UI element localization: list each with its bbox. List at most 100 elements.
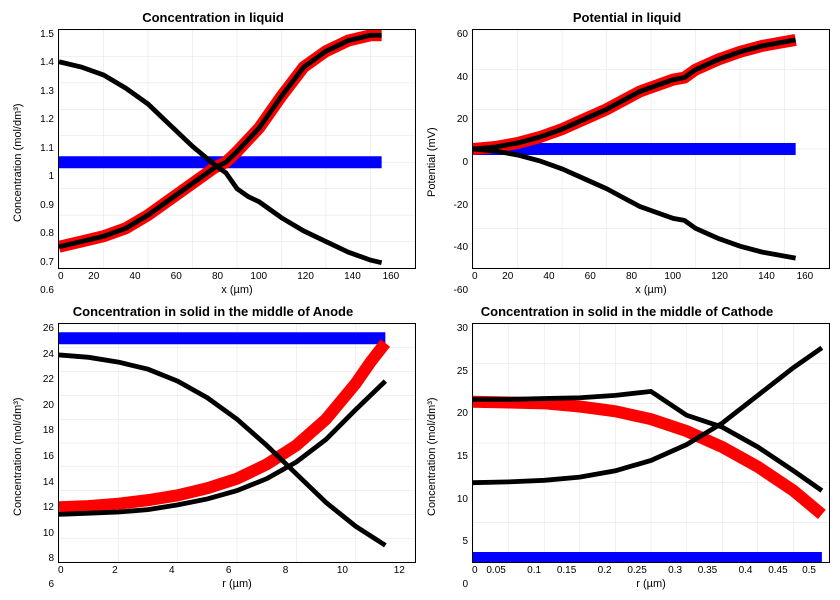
- y-ticks: 30 25 20 15 10 5 0: [440, 323, 472, 590]
- xtick-label: 140: [344, 271, 361, 282]
- ytick-label: 25: [440, 366, 468, 377]
- xtick-label: 20: [502, 271, 513, 282]
- xtick-label: 100: [664, 271, 681, 282]
- xtick-label: 0.15: [557, 565, 576, 576]
- xtick-label: 10: [337, 565, 348, 576]
- xtick-label: 6: [226, 565, 232, 576]
- xtick-label: 0.05: [486, 565, 505, 576]
- plot-svg: [59, 324, 415, 562]
- plot-svg: [473, 324, 829, 562]
- chart-title: Potential in liquid: [424, 10, 830, 25]
- xtick-label: 0: [472, 271, 478, 282]
- x-ticks: 0 0.05 0.1 0.15 0.2 0.25 0.3 0.35 0.4 0.45 0.5: [472, 565, 830, 576]
- xtick-label: 60: [171, 271, 182, 282]
- y-axis-label: Concentration (mol/dm³): [10, 323, 26, 590]
- xtick-label: 120: [711, 271, 728, 282]
- chart-title: Concentration in liquid: [10, 10, 416, 25]
- ytick-label: -60: [440, 285, 468, 296]
- ytick-label: 1.5: [26, 29, 54, 40]
- ytick-label: 10: [26, 528, 54, 539]
- ytick-label: 12: [26, 502, 54, 513]
- xtick-label: 12: [394, 565, 405, 576]
- xtick-label: 160: [797, 271, 814, 282]
- ytick-label: 22: [26, 374, 54, 385]
- x-axis-label: x (µm): [472, 284, 830, 296]
- xtick-label: 0.45: [768, 565, 787, 576]
- xtick-label: 80: [212, 271, 223, 282]
- ytick-label: 0.8: [26, 228, 54, 239]
- plot-area: [472, 323, 830, 563]
- ytick-label: 40: [440, 72, 468, 83]
- xtick-label: 0.4: [739, 565, 753, 576]
- xtick-label: 4: [169, 565, 175, 576]
- xtick-label: 0: [58, 271, 64, 282]
- ytick-label: 24: [26, 349, 54, 360]
- ytick-label: 0: [440, 579, 468, 590]
- ytick-label: 18: [26, 425, 54, 436]
- plot-area: [58, 29, 416, 269]
- ytick-label: 0.6: [26, 285, 54, 296]
- ytick-label: 1.2: [26, 114, 54, 125]
- chart-title: Concentration in solid in the middle of …: [10, 304, 416, 319]
- ytick-label: 1.4: [26, 57, 54, 68]
- xtick-label: 20: [88, 271, 99, 282]
- ytick-label: 0.7: [26, 257, 54, 268]
- xtick-label: 160: [383, 271, 400, 282]
- xtick-label: 0.1: [527, 565, 541, 576]
- ytick-label: 30: [440, 323, 468, 334]
- ytick-label: 10: [440, 494, 468, 505]
- ytick-label: 0.9: [26, 200, 54, 211]
- conc-anode: Concentration in solid in the middle of …: [10, 304, 416, 590]
- chart-title: Concentration in solid in the middle of …: [424, 304, 830, 319]
- x-ticks: 0 20 40 60 80 100 120 140 160: [472, 271, 830, 282]
- ytick-label: 26: [26, 323, 54, 334]
- xtick-label: 0: [58, 565, 64, 576]
- xtick-label: 0.35: [698, 565, 717, 576]
- ytick-label: 0: [440, 157, 468, 168]
- xtick-label: 0.2: [598, 565, 612, 576]
- plot-svg: [473, 30, 829, 268]
- ytick-label: 8: [26, 553, 54, 564]
- ytick-label: -20: [440, 200, 468, 211]
- plot-area: [58, 323, 416, 563]
- ytick-label: 14: [26, 477, 54, 488]
- y-axis-label: Concentration (mol/dm³): [10, 29, 26, 296]
- x-axis-label: r (µm): [58, 578, 416, 590]
- xtick-label: 120: [297, 271, 314, 282]
- ytick-label: 20: [440, 408, 468, 419]
- xtick-label: 60: [585, 271, 596, 282]
- xtick-label: 40: [543, 271, 554, 282]
- ytick-label: 60: [440, 29, 468, 40]
- ytick-label: 15: [440, 451, 468, 462]
- y-ticks: 26242220181614121086: [26, 323, 58, 590]
- ytick-label: 16: [26, 451, 54, 462]
- ytick-label: 1.1: [26, 143, 54, 154]
- xtick-label: 2: [112, 565, 118, 576]
- y-ticks: 60 40 20 0 -20 -40 -60: [440, 29, 472, 296]
- xtick-label: 140: [758, 271, 775, 282]
- ytick-label: 20: [440, 114, 468, 125]
- xtick-label: 0: [472, 565, 478, 576]
- conc-liquid: Concentration in liquid Concentration (m…: [10, 10, 416, 296]
- xtick-label: 0.25: [627, 565, 646, 576]
- ytick-label: 1.3: [26, 86, 54, 97]
- ytick-label: 20: [26, 400, 54, 411]
- y-axis-label: Concentration (mol/dm³): [424, 323, 440, 590]
- xtick-label: 40: [129, 271, 140, 282]
- ytick-label: -40: [440, 242, 468, 253]
- y-ticks: 1.5 1.4 1.3 1.2 1.1 1 0.9 0.8 0.7 0.6: [26, 29, 58, 296]
- xtick-label: 80: [626, 271, 637, 282]
- x-axis-label: r (µm): [472, 578, 830, 590]
- potential-liquid: Potential in liquid Potential (mV) 60 40 2…: [424, 10, 830, 296]
- plot-svg: [59, 30, 415, 268]
- xtick-label: 0.5: [802, 565, 816, 576]
- ytick-label: 5: [440, 536, 468, 547]
- ytick-label: 1: [26, 171, 54, 182]
- xtick-label: 0.3: [668, 565, 682, 576]
- xtick-label: 8: [283, 565, 289, 576]
- plot-area: [472, 29, 830, 269]
- conc-cathode: Concentration in solid in the middle of …: [424, 304, 830, 590]
- xtick-label: 100: [250, 271, 267, 282]
- y-axis-label: Potential (mV): [424, 29, 440, 296]
- chart-grid: Concentration in liquid Concentration (m…: [10, 10, 830, 590]
